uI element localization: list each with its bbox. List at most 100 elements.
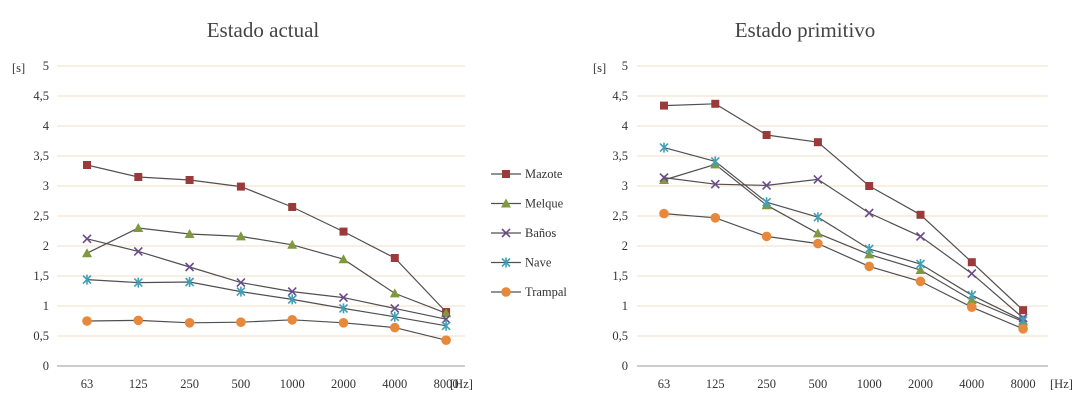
x-tick-label: 4000 [959,377,984,391]
data-point-mazote [1019,306,1028,315]
x-tick-label: 63 [658,377,671,391]
data-point-melque [441,308,452,318]
x-tick-label: 63 [81,377,94,391]
data-point-nave [390,311,400,322]
x-tick-label: 2000 [908,377,933,391]
data-point-trampal [710,213,721,223]
data-point-mazote [390,254,399,262]
x-tick-label: 8000 [434,377,459,391]
data-point-trampal [338,318,349,328]
data-point-banos [762,180,772,190]
y-tick-labels: 0 0,5 1 1,5 2 2,5 3 3,5 4 4,5 5 [612,59,628,373]
x-tick-label: 125 [706,377,725,391]
data-point-mazote [865,182,874,190]
data-point-mazote [83,161,91,169]
data-point-mazote [185,176,194,184]
data-point-melque [235,231,246,241]
series-mazote [660,99,1028,315]
data-point-nave [338,303,349,314]
legend-label: Melque [525,197,564,211]
data-point-nave [710,156,720,167]
data-point-trampal [813,238,823,249]
x-tick-label: 125 [129,377,148,391]
y-tick-label: 4,5 [612,89,628,103]
x-tick-labels: 63 125 250 500 1000 2000 4000 8000 [658,377,1036,391]
x-tick-label: 250 [757,377,776,391]
data-point-banos [710,179,720,189]
data-point-melque [133,223,144,232]
data-point-banos [915,231,926,241]
data-point-trampal [133,315,144,326]
data-point-melque [812,228,823,238]
legend-marker [501,228,511,238]
x-tick-label: 1000 [280,377,305,391]
x-tick-label: 2000 [331,377,356,391]
series-line-mazote [663,103,1024,311]
y-tick-labels: 0 0,5 1 1,5 2 2,5 3 3,5 4 4,5 5 [33,59,49,373]
y-tick-label: 4 [622,119,629,133]
data-point-nave [236,286,246,297]
data-point-banos [864,208,874,218]
data-point-nave [133,277,143,288]
data-point-nave [762,197,772,208]
series-line-trampal [86,319,447,341]
x-tick-label: 8000 [1011,377,1036,391]
data-point-nave [287,294,297,305]
data-point-banos [967,269,977,279]
data-point-nave [915,259,926,269]
data-point-nave [864,244,874,254]
legend-item-mazote: Mazote [491,167,563,181]
data-point-mazote [762,131,771,139]
x-tick-label: 500 [232,377,251,391]
y-tick-label: 1 [622,299,628,313]
legend-marker [501,287,511,297]
y-tick-label: 2 [43,239,49,253]
data-point-mazote [236,182,245,191]
data-point-trampal [441,335,451,346]
data-point-banos [338,293,349,303]
legend: Mazote Melque Baños Nave Trampal [491,167,567,299]
series-line-melque [86,227,447,314]
legend-label: Mazote [525,167,563,181]
series-line-nave [663,147,1024,321]
legend-marker [501,257,511,268]
y-tick-label: 2 [622,239,628,253]
data-point-nave [1018,315,1028,326]
data-point-banos [82,234,92,244]
series-line-banos [86,238,447,320]
y-tick-label: 1 [43,299,49,313]
data-point-trampal [1018,324,1028,334]
y-tick-label: 5 [622,59,628,73]
y-tick-label: 3 [622,179,628,193]
x-tick-label: 500 [809,377,828,391]
series-group [659,99,1029,334]
y-tick-label: 3 [43,179,49,193]
data-point-banos [133,246,143,256]
x-unit-label: [Hz] [1050,377,1073,391]
data-point-trampal [967,302,977,313]
data-point-mazote [916,210,925,219]
legend-item-trampal: Trampal [491,285,567,299]
series-nave [82,274,451,331]
data-point-banos [236,278,246,288]
data-point-melque [338,254,349,264]
legend-label: Trampal [525,285,567,299]
y-tick-label: 1,5 [33,269,49,283]
series-banos [659,173,1028,323]
x-tick-label: 250 [180,377,199,391]
data-point-nave [82,274,92,285]
y-tick-label: 4,5 [33,89,49,103]
gridlines [637,65,1048,337]
data-point-banos [441,314,451,324]
data-point-mazote [711,99,720,108]
data-point-mazote [660,101,668,110]
series-line-nave [86,279,447,327]
y-tick-label: 4 [43,119,50,133]
data-point-banos [185,262,195,272]
x-tick-label: 4000 [382,377,407,391]
x-tick-labels: 63 125 250 500 1000 2000 4000 8000 [81,377,459,391]
y-tick-label: 2,5 [612,209,628,223]
y-tick-label: 0 [622,359,628,373]
data-point-mazote [134,173,143,181]
